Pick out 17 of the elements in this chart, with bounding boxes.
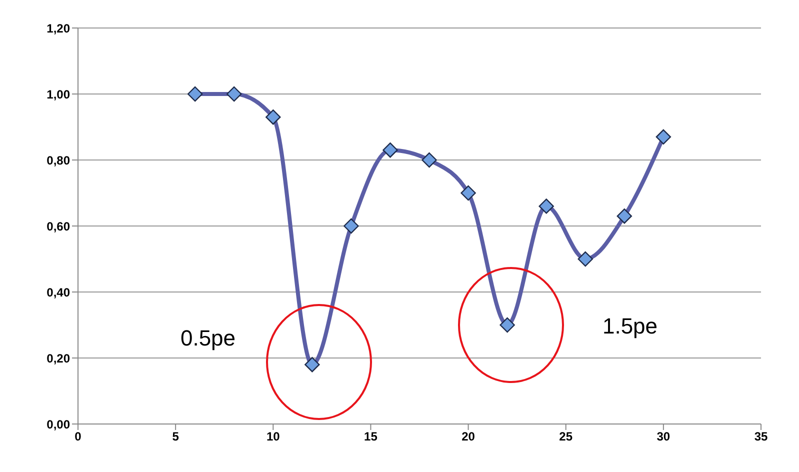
y-tick-label: 1,00 (46, 87, 70, 102)
x-tick-label: 30 (656, 430, 670, 444)
y-tick-label: 0,40 (46, 285, 70, 300)
y-tick-label: 0,20 (46, 351, 70, 366)
y-tick-label: 0,80 (46, 153, 70, 168)
x-tick-label: 25 (559, 430, 573, 444)
x-tick-label: 10 (266, 430, 280, 444)
y-tick-label: 0,60 (46, 219, 70, 234)
x-tick-label: 35 (754, 430, 768, 444)
x-tick-label: 0 (74, 430, 82, 444)
annotation: 1.5pe (602, 314, 658, 338)
x-tick-label: 15 (364, 430, 378, 444)
y-tick-label: 1,20 (46, 21, 70, 36)
x-tick-label: 5 (172, 430, 180, 444)
x-tick-label: 20 (462, 430, 476, 444)
annotation: 0.5pe (180, 326, 236, 350)
y-tick-label: 0,00 (46, 417, 70, 432)
